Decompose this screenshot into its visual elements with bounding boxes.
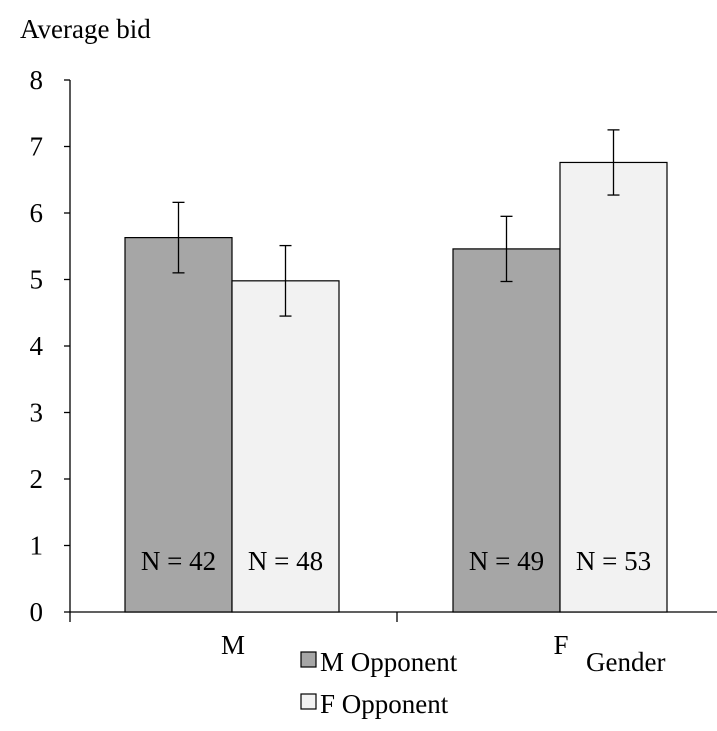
n-label: N = 53 [576, 546, 651, 576]
y-axis-ticks: 0 1 2 3 4 5 6 7 8 [30, 65, 70, 627]
legend-label: M Opponent [320, 647, 458, 677]
y-tick-label: 4 [30, 331, 44, 361]
y-axis-label: Average bid [20, 14, 151, 44]
y-tick-label: 1 [30, 531, 44, 561]
n-labels: N = 42 N = 48 N = 49 N = 53 [141, 546, 651, 576]
n-label: N = 48 [248, 546, 323, 576]
y-tick-label: 2 [30, 464, 44, 494]
y-tick-label: 0 [30, 597, 44, 627]
bar [452, 248, 561, 613]
legend: M Opponent F Opponent [300, 647, 458, 719]
legend-swatch [300, 693, 317, 710]
y-tick-label: 3 [30, 398, 44, 428]
bar [124, 237, 233, 613]
legend-swatch [300, 651, 317, 668]
y-tick-label: 5 [30, 265, 44, 295]
x-category-label: M [221, 630, 245, 660]
legend-label: F Opponent [320, 689, 449, 719]
bar [231, 280, 340, 613]
error-bars [172, 129, 620, 317]
bars [124, 161, 668, 613]
n-label: N = 42 [141, 546, 216, 576]
bar [559, 161, 668, 613]
x-axis-label: Gender [586, 647, 665, 677]
x-category-label: F [553, 630, 568, 660]
y-tick-label: 7 [30, 132, 44, 162]
y-tick-label: 6 [30, 198, 44, 228]
y-tick-label: 8 [30, 65, 44, 95]
n-label: N = 49 [469, 546, 544, 576]
